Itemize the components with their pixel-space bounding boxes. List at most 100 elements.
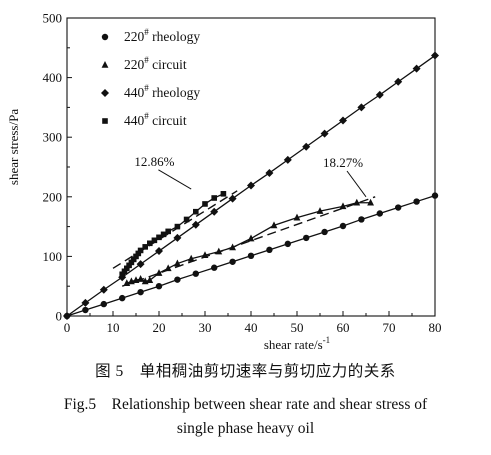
marker-diamond xyxy=(320,129,329,138)
dashed-reference-line xyxy=(112,190,238,269)
marker-diamond xyxy=(283,155,292,164)
marker-square xyxy=(151,237,158,244)
marker-circle xyxy=(100,300,108,308)
marker-square xyxy=(220,191,227,197)
marker-triangle xyxy=(367,198,374,206)
x-tick-label: 80 xyxy=(429,320,442,335)
marker-square xyxy=(202,201,208,207)
marker-square xyxy=(160,231,167,238)
marker-triangle xyxy=(155,269,163,276)
marker-circle xyxy=(174,276,181,283)
marker-diamond xyxy=(63,312,71,320)
x-tick-label: 0 xyxy=(64,320,71,335)
legend-label: 220# circuit xyxy=(124,55,187,72)
marker-circle xyxy=(431,192,439,199)
legend-label: 220# rheology xyxy=(124,27,200,44)
y-tick-label: 0 xyxy=(56,309,63,324)
marker-square xyxy=(128,259,135,266)
x-tick-label: 20 xyxy=(153,320,166,335)
marker-circle xyxy=(284,240,291,248)
marker-triangle xyxy=(339,202,347,210)
marker-square xyxy=(135,250,142,257)
y-tick-label: 200 xyxy=(43,189,63,204)
marker-circle xyxy=(303,234,310,242)
x-tick-label: 40 xyxy=(245,320,258,335)
marker-diamond xyxy=(99,285,108,294)
marker-circle xyxy=(413,198,420,205)
y-tick-label: 500 xyxy=(43,11,63,26)
marker-triangle xyxy=(174,259,181,267)
annotation-label: 12.86% xyxy=(134,154,174,169)
marker-diamond xyxy=(173,233,182,242)
legend: 220# rheology 220# circuit 440# rheology 44… xyxy=(101,27,200,128)
x-tick-label: 70 xyxy=(383,320,396,335)
marker-diamond xyxy=(375,90,384,99)
marker-circle xyxy=(137,288,144,296)
series-5 xyxy=(121,196,376,287)
marker-circle xyxy=(266,246,273,254)
marker-circle xyxy=(395,204,402,211)
x-tick-label: 30 xyxy=(199,320,212,335)
series-layer xyxy=(63,51,439,320)
marker-triangle xyxy=(270,221,278,229)
marker-circle xyxy=(229,258,236,265)
series-2 xyxy=(63,51,439,320)
marker-square xyxy=(211,195,217,201)
marker-diamond xyxy=(357,103,366,112)
marker-square xyxy=(183,216,190,223)
marker-square xyxy=(174,223,181,230)
marker-triangle xyxy=(293,213,301,221)
marker-square xyxy=(119,271,125,278)
marker-square xyxy=(156,234,162,241)
figure-caption-english-line2: single phase heavy oil xyxy=(176,420,315,437)
marker-square xyxy=(165,228,171,235)
marker-circle xyxy=(82,306,89,314)
dashed-reference-line xyxy=(121,196,376,287)
series-4 xyxy=(112,190,238,269)
y-tick-label: 300 xyxy=(43,130,63,145)
annotation-leader xyxy=(346,170,367,198)
marker-triangle xyxy=(146,276,154,284)
chart: 0 10 20 30 40 50 60 70 80 0 100 200 300 400 500 12.86%… xyxy=(6,11,442,353)
marker-circle xyxy=(247,252,255,260)
annotation-leader xyxy=(158,169,192,190)
marker-diamond xyxy=(339,116,347,125)
y-axis-title: shear stress/Pa xyxy=(6,109,21,185)
series-0 xyxy=(63,192,439,320)
series-3 xyxy=(119,191,227,278)
axis-ticks: 0 10 20 30 40 50 60 70 80 0 100 200 300 400 500 xyxy=(43,11,442,336)
marker-triangle xyxy=(353,198,361,206)
marker-circle xyxy=(211,264,218,271)
marker-triangle xyxy=(187,254,195,262)
legend-label: 440# rheology xyxy=(124,83,200,100)
series-line xyxy=(121,193,224,275)
y-tick-label: 400 xyxy=(43,70,63,85)
marker-square xyxy=(130,256,137,263)
marker-square xyxy=(147,240,153,247)
marker-diamond xyxy=(394,77,403,86)
x-tick-label: 60 xyxy=(337,320,350,335)
y-tick-label: 100 xyxy=(43,249,63,264)
marker-diamond xyxy=(247,181,255,190)
marker-triangle xyxy=(101,61,109,68)
marker-diamond xyxy=(265,168,274,177)
marker-diamond xyxy=(431,51,439,60)
marker-diamond xyxy=(191,220,200,229)
marker-diamond xyxy=(412,64,421,73)
marker-square xyxy=(124,265,130,272)
marker-diamond xyxy=(101,89,109,97)
marker-triangle xyxy=(247,234,255,242)
figure-caption-chinese: 图 5 单相稠油剪切速率与剪切应力的关系 xyxy=(95,363,396,380)
figure-caption-english-line1: Fig.5 Relationship between shear rate an… xyxy=(63,396,428,413)
marker-diamond xyxy=(81,298,90,307)
marker-square xyxy=(133,253,139,260)
marker-square xyxy=(142,244,148,250)
marker-circle xyxy=(358,216,365,223)
marker-diamond xyxy=(136,260,145,269)
marker-diamond xyxy=(302,142,311,151)
series-1 xyxy=(123,198,374,287)
x-tick-label: 50 xyxy=(291,320,304,335)
marker-circle xyxy=(339,222,347,230)
marker-diamond xyxy=(155,247,163,256)
marker-circle xyxy=(155,283,163,290)
